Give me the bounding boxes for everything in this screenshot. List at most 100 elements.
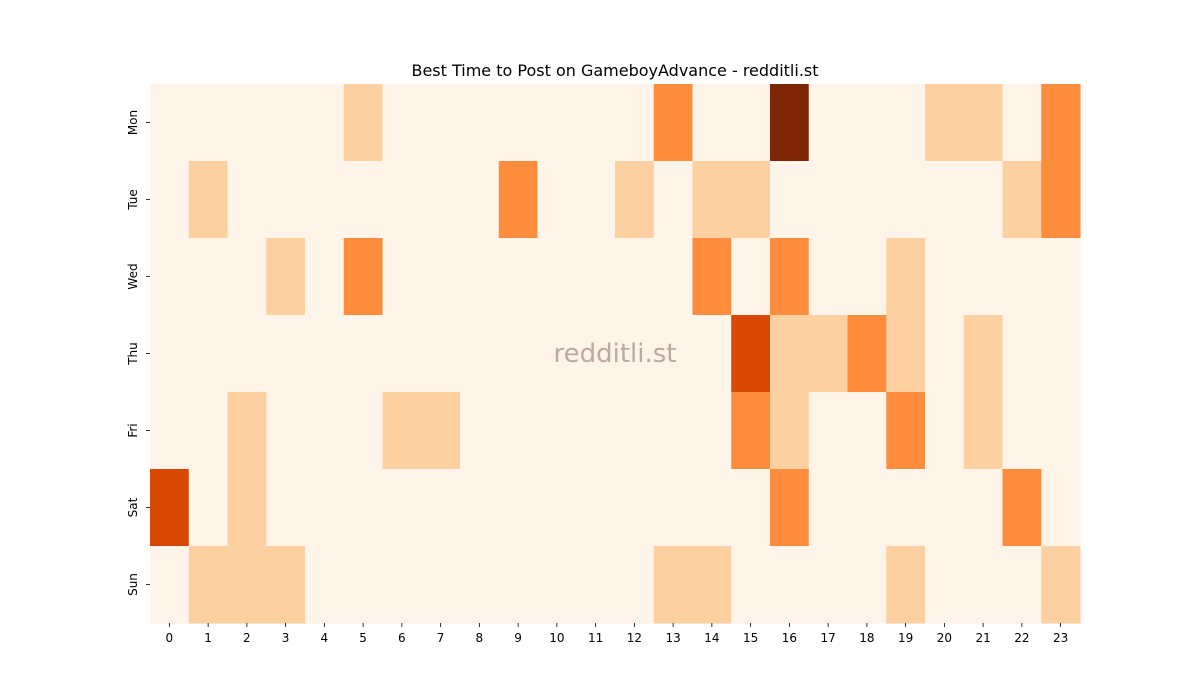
heatmap-cell (692, 84, 732, 162)
heatmap-cell (1002, 84, 1042, 162)
heatmap-cell (963, 238, 1004, 316)
heatmap-cell (886, 469, 926, 547)
y-tick-label: Wed (126, 263, 140, 289)
heatmap-cell (382, 84, 422, 162)
heatmap-cell (653, 546, 694, 624)
heatmap-cell (731, 546, 771, 624)
heatmap-cell (808, 161, 849, 239)
heatmap-cell (653, 84, 694, 162)
heatmap-cell (227, 315, 267, 393)
heatmap-cell (770, 238, 810, 316)
heatmap-cell (1002, 315, 1042, 393)
heatmap-cell (692, 315, 732, 393)
heatmap-cell (576, 392, 616, 470)
heatmap-cell (1041, 392, 1081, 470)
heatmap-cell (266, 315, 306, 393)
heatmap-cell (305, 392, 345, 470)
heatmap-cell (460, 392, 500, 470)
heatmap-cell (925, 161, 965, 239)
heatmap-cell (770, 546, 810, 624)
heatmap-cell (382, 392, 422, 470)
heatmap-cell (692, 546, 732, 624)
heatmap-cell (615, 315, 655, 393)
heatmap-cell (615, 469, 655, 547)
x-tick-label: 14 (704, 631, 719, 645)
heatmap-cell (615, 546, 655, 624)
y-tick-label: Tue (126, 189, 140, 211)
heatmap-cell (770, 392, 810, 470)
x-tick-label: 19 (898, 631, 913, 645)
heatmap-cell (653, 161, 694, 239)
x-tick-label: 4 (321, 631, 329, 645)
heatmap-cell (305, 546, 345, 624)
chart-title: Best Time to Post on GameboyAdvance - re… (411, 61, 818, 80)
heatmap-cell (460, 469, 500, 547)
x-tick-label: 3 (282, 631, 290, 645)
heatmap-cell (498, 315, 539, 393)
heatmap-cell (770, 84, 810, 162)
heatmap-cell (925, 238, 965, 316)
x-tick-label: 13 (665, 631, 680, 645)
heatmap-cell (576, 161, 616, 239)
heatmap-cell (421, 546, 461, 624)
heatmap-cell (266, 546, 306, 624)
heatmap-cell (615, 392, 655, 470)
heatmap-cell (305, 161, 345, 239)
heatmap-cell (615, 238, 655, 316)
heatmap-cell (925, 84, 965, 162)
heatmap-cell (343, 546, 384, 624)
heatmap-cell (925, 469, 965, 547)
watermark-text: redditli.st (554, 339, 677, 369)
heatmap-cell (731, 84, 771, 162)
x-tick-label: 18 (859, 631, 874, 645)
x-axis: 0 1 2 3 4 5 6 7 8 9 10 11 12 13 14 15 16 17 18 19 20 21 22 23 (166, 623, 1068, 645)
heatmap-cell (615, 161, 655, 239)
heatmap-cell (731, 315, 771, 393)
heatmap-cell (150, 392, 190, 470)
x-tick-label: 1 (204, 631, 212, 645)
heatmap-cell (460, 546, 500, 624)
heatmap-cell (808, 315, 849, 393)
heatmap-cell (227, 392, 267, 470)
x-tick-label: 17 (820, 631, 835, 645)
heatmap-cell (886, 161, 926, 239)
heatmap-cell (770, 469, 810, 547)
heatmap-cell (847, 546, 887, 624)
heatmap-cell (692, 469, 732, 547)
heatmap-cell (770, 315, 810, 393)
heatmap-cell (576, 315, 616, 393)
heatmap-cell (808, 84, 849, 162)
heatmap-cell (227, 161, 267, 239)
heatmap-cell (382, 238, 422, 316)
x-tick-label: 20 (937, 631, 952, 645)
heatmap-cell (1002, 161, 1042, 239)
heatmap-cell (653, 315, 694, 393)
heatmap-cell (886, 84, 926, 162)
x-tick-label: 7 (437, 631, 445, 645)
heatmap-cell (343, 315, 384, 393)
heatmap-cell (266, 392, 306, 470)
heatmap-cell (1041, 238, 1081, 316)
heatmap-cell (150, 238, 190, 316)
heatmap-cell (266, 469, 306, 547)
heatmap-cell (382, 546, 422, 624)
x-tick-label: 8 (476, 631, 484, 645)
heatmap-cell (576, 469, 616, 547)
x-tick-label: 0 (166, 631, 174, 645)
heatmap-cell (537, 238, 577, 316)
heatmap-cell (653, 469, 694, 547)
heatmap-cell (382, 161, 422, 239)
heatmap-cell (188, 469, 229, 547)
heatmap-cell (227, 238, 267, 316)
heatmap-cell (886, 546, 926, 624)
heatmap-cell (731, 161, 771, 239)
heatmap-cell (188, 161, 229, 239)
heatmap-cell (963, 161, 1004, 239)
heatmap-cell (731, 238, 771, 316)
heatmap-cell (886, 315, 926, 393)
x-tick-label: 6 (398, 631, 406, 645)
heatmap-cell (808, 238, 849, 316)
heatmap-cell (1041, 315, 1081, 393)
heatmap-cell (460, 161, 500, 239)
